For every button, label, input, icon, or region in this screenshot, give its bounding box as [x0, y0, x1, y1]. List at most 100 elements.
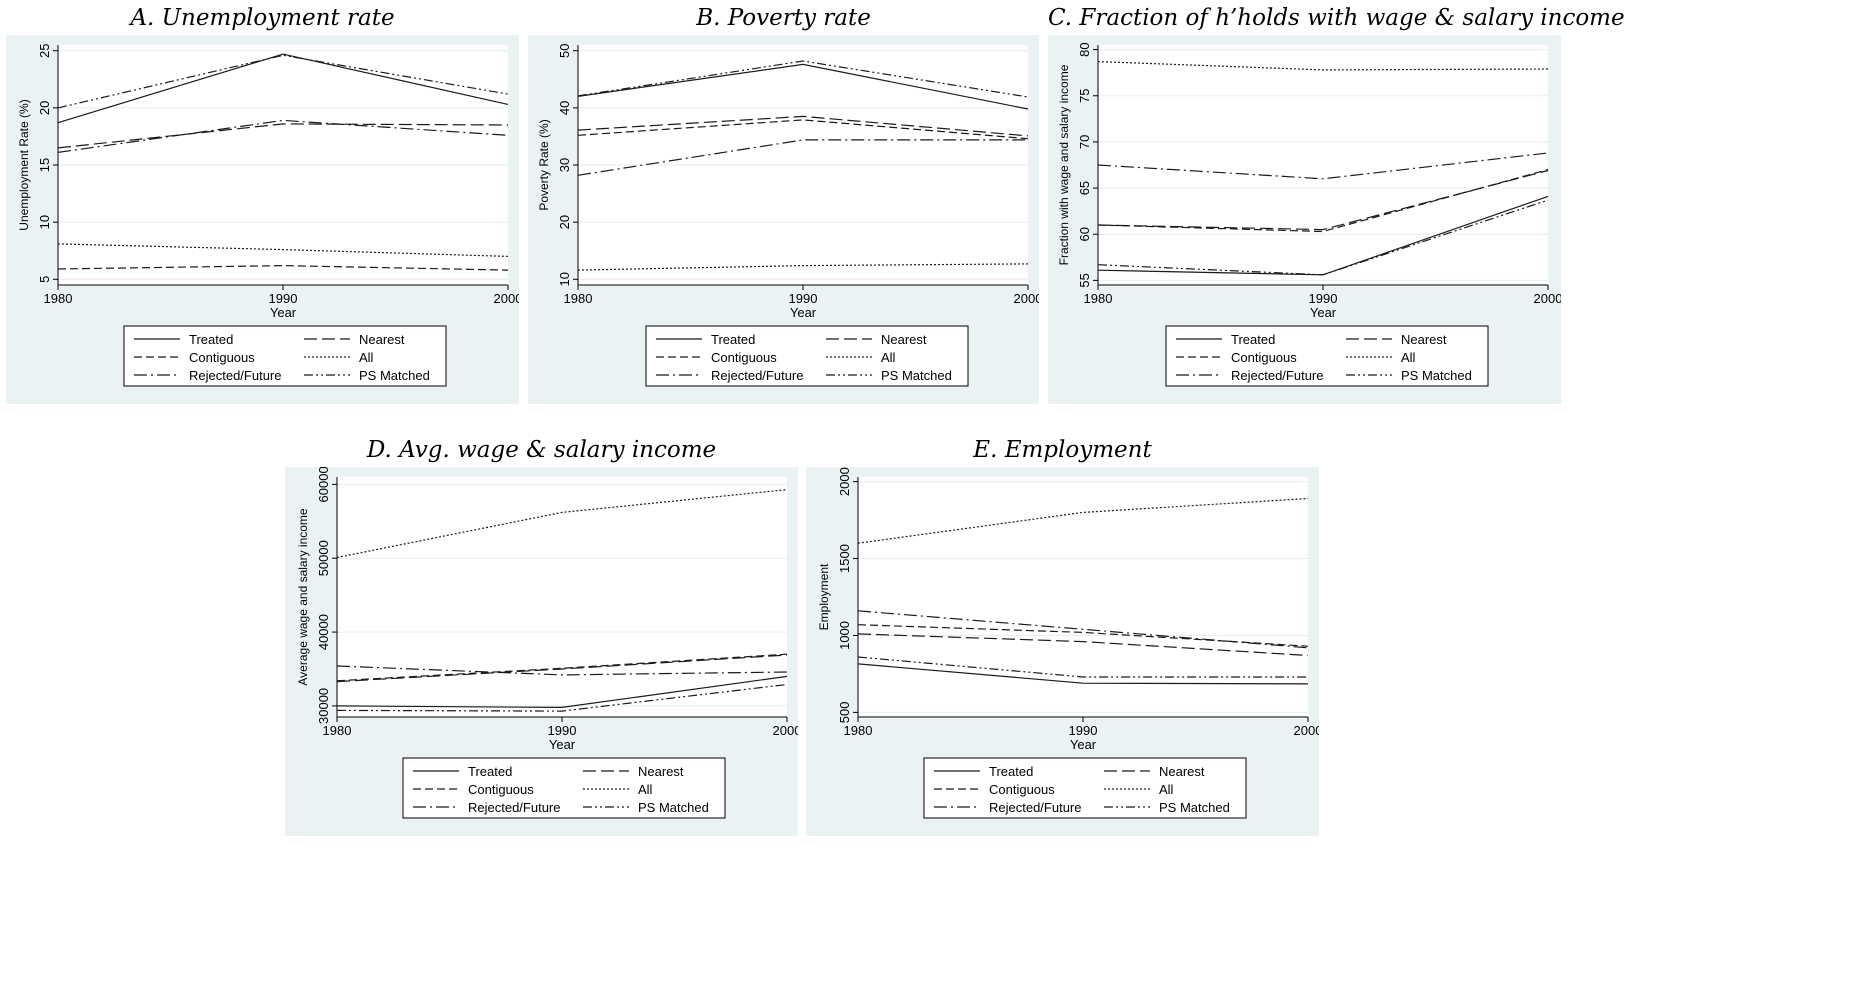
series-line-treated — [857, 663, 1309, 685]
chart-title: B. Poverty rate — [696, 5, 871, 31]
series-line-all — [577, 263, 1029, 271]
x-tick-label: 1980 — [564, 291, 593, 306]
y-tick-label: 30000 — [316, 688, 331, 724]
legend-label-treated: Treated — [1231, 332, 1275, 347]
x-tick-label: 1990 — [789, 291, 818, 306]
y-tick-label: 75 — [1077, 89, 1092, 103]
chart-b: 10 20 30 40 50 1980 1990 2000 Year Poverty Rate (… — [537, 43, 1039, 387]
legend-label-contiguous: Contiguous — [1231, 350, 1297, 365]
x-axis-title: Year — [790, 305, 817, 320]
legend-label-contiguous: Contiguous — [189, 350, 255, 365]
chart-title: E. Employment — [973, 437, 1152, 463]
y-tick-label: 50 — [557, 43, 572, 57]
legend-label-ps-matched: PS Matched — [1401, 368, 1472, 383]
y-tick-label: 2000 — [837, 467, 852, 496]
series-line-treated — [336, 675, 788, 709]
series-line-contiguous — [57, 264, 509, 271]
y-tick-label: 50000 — [316, 540, 331, 576]
x-tick-label: 2000 — [1014, 291, 1039, 306]
y-tick-label: 40 — [557, 101, 572, 115]
legend-label-treated: Treated — [468, 764, 512, 779]
series-line-all — [336, 489, 788, 559]
y-tick-label: 55 — [1077, 273, 1092, 287]
y-tick-label: 15 — [37, 158, 52, 172]
series-line-rejected-future — [1097, 152, 1549, 180]
legend-label-all: All — [1159, 782, 1174, 797]
y-tick-label: 1000 — [837, 621, 852, 650]
series-line-contiguous — [1097, 169, 1549, 233]
legend-label-ps-matched: PS Matched — [359, 368, 430, 383]
series-line-ps-matched — [336, 683, 788, 712]
series-line-rejected-future — [336, 665, 788, 676]
legend-label-contiguous: Contiguous — [468, 782, 534, 797]
series-line-nearest — [1097, 169, 1549, 231]
series-line-nearest — [336, 654, 788, 683]
legend-label-contiguous: Contiguous — [989, 782, 1055, 797]
legend-label-treated: Treated — [189, 332, 233, 347]
x-axis-title: Year — [1310, 305, 1337, 320]
series-line-ps-matched — [857, 656, 1308, 678]
x-tick-label: 2000 — [494, 291, 519, 306]
x-tick-label: 1990 — [269, 291, 298, 306]
series-line-all — [857, 497, 1309, 544]
series-line-contiguous — [577, 119, 1029, 140]
legend-label-nearest: Nearest — [638, 764, 684, 779]
x-axis-title: Year — [1070, 737, 1097, 752]
x-tick-label: 1980 — [844, 723, 873, 738]
legend-label-rejected-future: Rejected/Future — [711, 368, 804, 383]
chart-title: D. Avg. wage & salary income — [366, 437, 717, 463]
y-tick-label: 1500 — [837, 544, 852, 573]
legend-box — [645, 325, 969, 387]
legend-label-nearest: Nearest — [1159, 764, 1205, 779]
x-tick-label: 1980 — [44, 291, 73, 306]
y-axis-title: Average wage and salary income — [296, 508, 310, 686]
legend-box — [123, 325, 447, 387]
panel-d: D. Avg. wage & salary income 30000 40000 5… — [285, 435, 798, 836]
series-line-rejected-future — [857, 610, 1309, 649]
legend-label-all: All — [1401, 350, 1416, 365]
y-tick-label: 70 — [1077, 135, 1092, 149]
legend-label-nearest: Nearest — [881, 332, 927, 347]
legend-label-ps-matched: PS Matched — [881, 368, 952, 383]
x-tick-label: 2000 — [1294, 723, 1319, 738]
x-axis-title: Year — [549, 737, 576, 752]
x-tick-label: 2000 — [773, 723, 798, 738]
y-tick-label: 20 — [37, 101, 52, 115]
y-tick-label: 500 — [837, 702, 852, 724]
y-axis-title: Poverty Rate (%) — [537, 119, 551, 210]
series-line-all — [1097, 61, 1549, 71]
legend-box — [923, 757, 1247, 819]
legend-label-all: All — [359, 350, 374, 365]
series-line-treated — [577, 63, 1029, 110]
y-tick-label: 20 — [557, 215, 572, 229]
legend-label-rejected-future: Rejected/Future — [468, 800, 561, 815]
legend-label-nearest: Nearest — [359, 332, 405, 347]
chart-e: 500 1000 1500 2000 1980 1990 2000 Year Employmen… — [817, 467, 1319, 819]
legend-box — [1165, 325, 1489, 387]
y-tick-label: 25 — [37, 43, 52, 57]
chart-c: 55 60 65 70 75 80 1980 1990 2000 Year Fraction wit… — [1057, 42, 1561, 387]
x-tick-label: 2000 — [1534, 291, 1561, 306]
legend-label-rejected-future: Rejected/Future — [989, 800, 1082, 815]
chart-title: A. Unemployment rate — [130, 5, 395, 31]
y-tick-label: 5 — [37, 276, 52, 283]
x-tick-label: 1990 — [548, 723, 577, 738]
y-tick-label: 60000 — [316, 467, 331, 502]
legend-label-nearest: Nearest — [1401, 332, 1447, 347]
plot-area — [858, 477, 1308, 717]
series-line-contiguous — [336, 653, 788, 682]
legend-label-treated: Treated — [989, 764, 1033, 779]
x-tick-label: 1980 — [1084, 291, 1113, 306]
series-line-nearest — [857, 633, 1309, 657]
series-line-ps-matched — [1097, 199, 1549, 276]
y-tick-label: 10 — [557, 272, 572, 286]
panel-c: C. Fraction of h’holds with wage & salar… — [1048, 3, 1625, 404]
y-tick-label: 30 — [557, 158, 572, 172]
series-line-ps-matched — [577, 60, 1029, 98]
chart-title: C. Fraction of h’holds with wage & salar… — [1048, 5, 1625, 31]
legend-label-ps-matched: PS Matched — [1159, 800, 1230, 815]
legend-label-all: All — [881, 350, 896, 365]
plot-area — [1098, 45, 1548, 285]
series-line-rejected-future — [577, 139, 1028, 176]
panel-b: B. Poverty rate 10 20 30 40 50 1980 1990 2000 Ye… — [528, 3, 1039, 404]
